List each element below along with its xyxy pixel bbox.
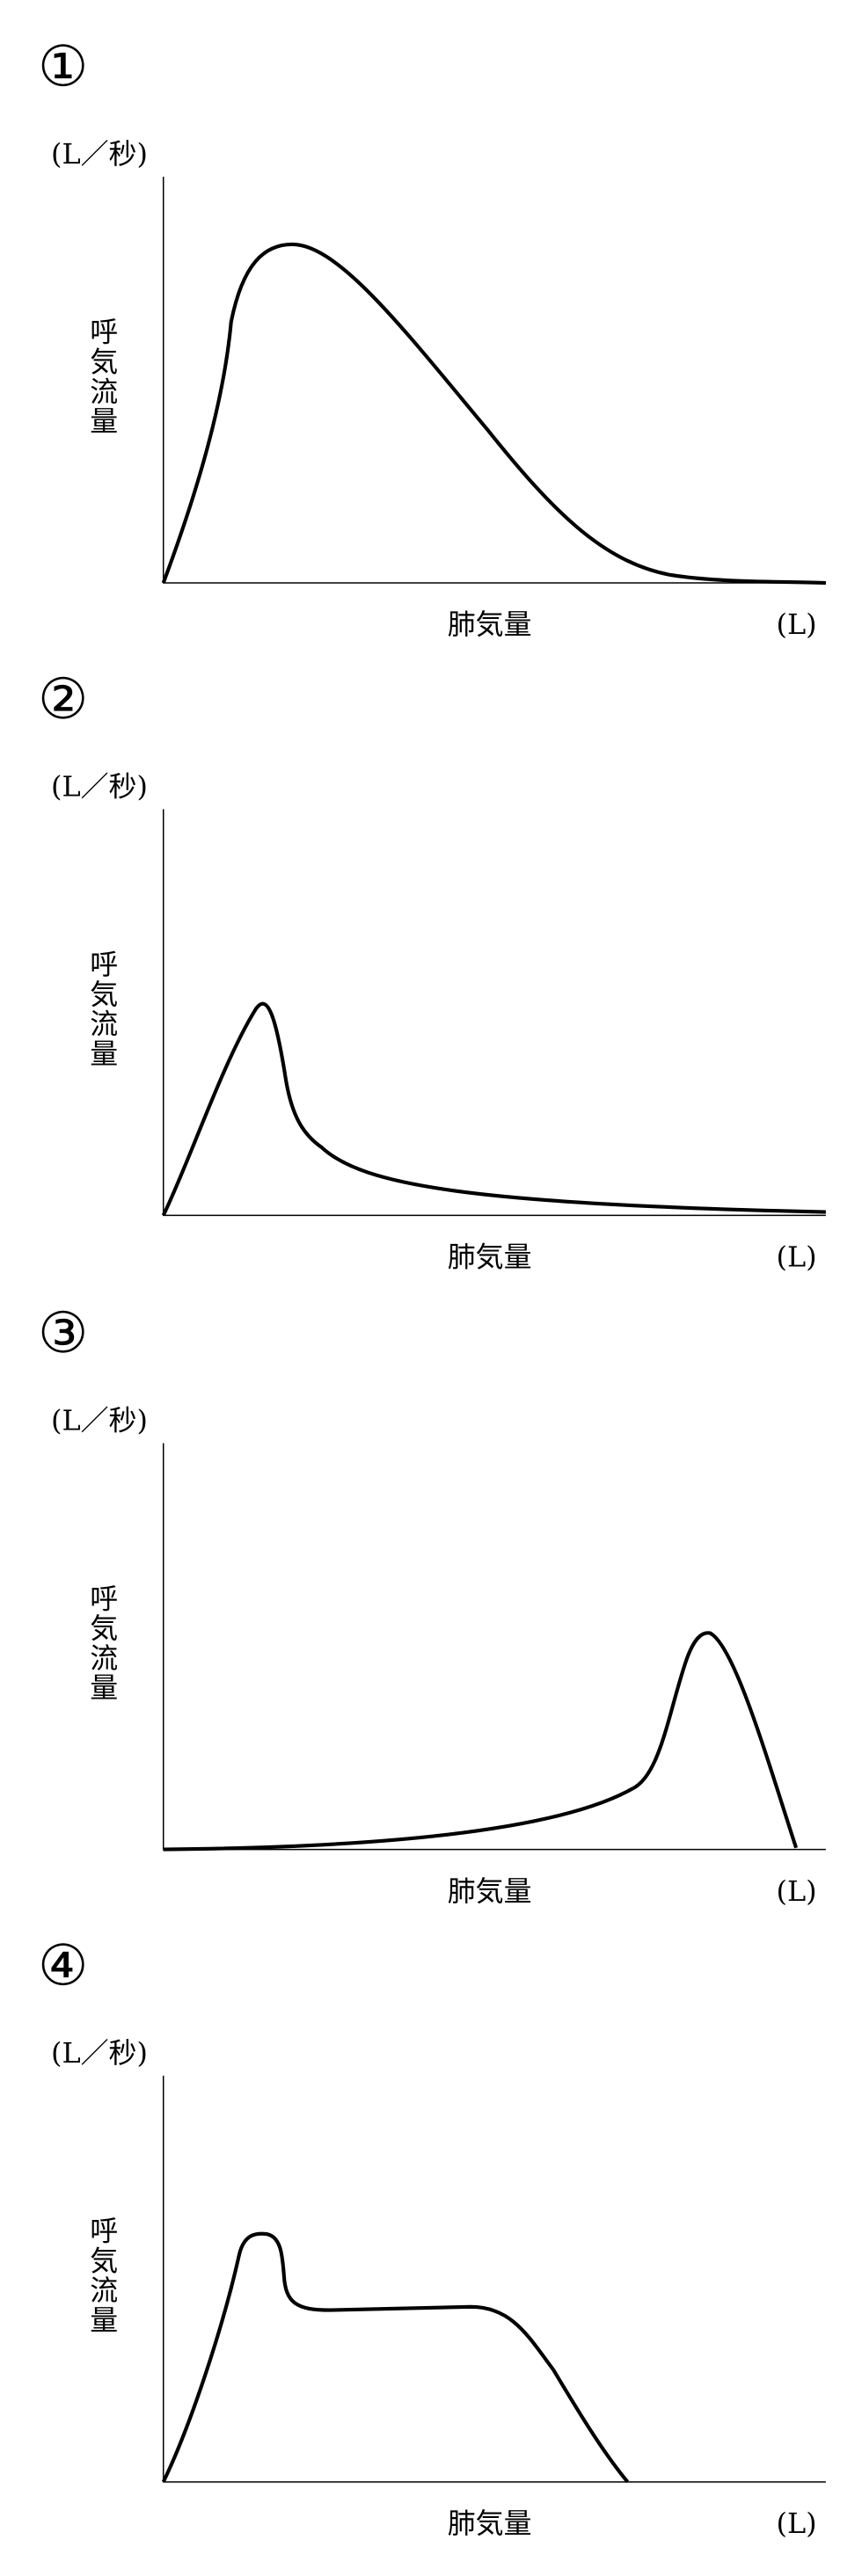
y-label: 呼気流量 — [85, 1583, 119, 1702]
flow-volume-curve — [161, 1001, 826, 1217]
x-label: 肺気量 — [448, 608, 532, 641]
panel-number: ④ — [38, 1934, 88, 1999]
flow-volume-curve — [161, 2231, 630, 2484]
y-unit: (L／秒) — [51, 2036, 148, 2070]
y-unit: (L／秒) — [51, 137, 148, 171]
x-unit: (L) — [777, 2507, 817, 2540]
x-label: 肺気量 — [448, 2507, 532, 2540]
axes — [162, 176, 826, 584]
y-label: 呼気流量 — [85, 317, 119, 436]
y-unit: (L／秒) — [51, 769, 148, 803]
flow-volume-curve — [163, 1631, 799, 1852]
x-unit: (L) — [777, 608, 817, 641]
x-label: 肺気量 — [448, 1874, 532, 1908]
x-unit: (L) — [777, 1241, 817, 1274]
axes — [162, 2075, 826, 2483]
axes — [162, 1443, 826, 1851]
panel-number: ② — [38, 667, 88, 732]
panel-number: ③ — [38, 1301, 88, 1366]
panel-number: ① — [38, 35, 88, 100]
y-label: 呼気流量 — [85, 2216, 119, 2335]
x-unit: (L) — [777, 1874, 817, 1908]
y-unit: (L／秒) — [51, 1404, 148, 1437]
y-label: 呼気流量 — [85, 950, 119, 1068]
axes — [162, 809, 826, 1217]
x-label: 肺気量 — [448, 1241, 532, 1274]
flow-volume-curve — [161, 242, 826, 586]
